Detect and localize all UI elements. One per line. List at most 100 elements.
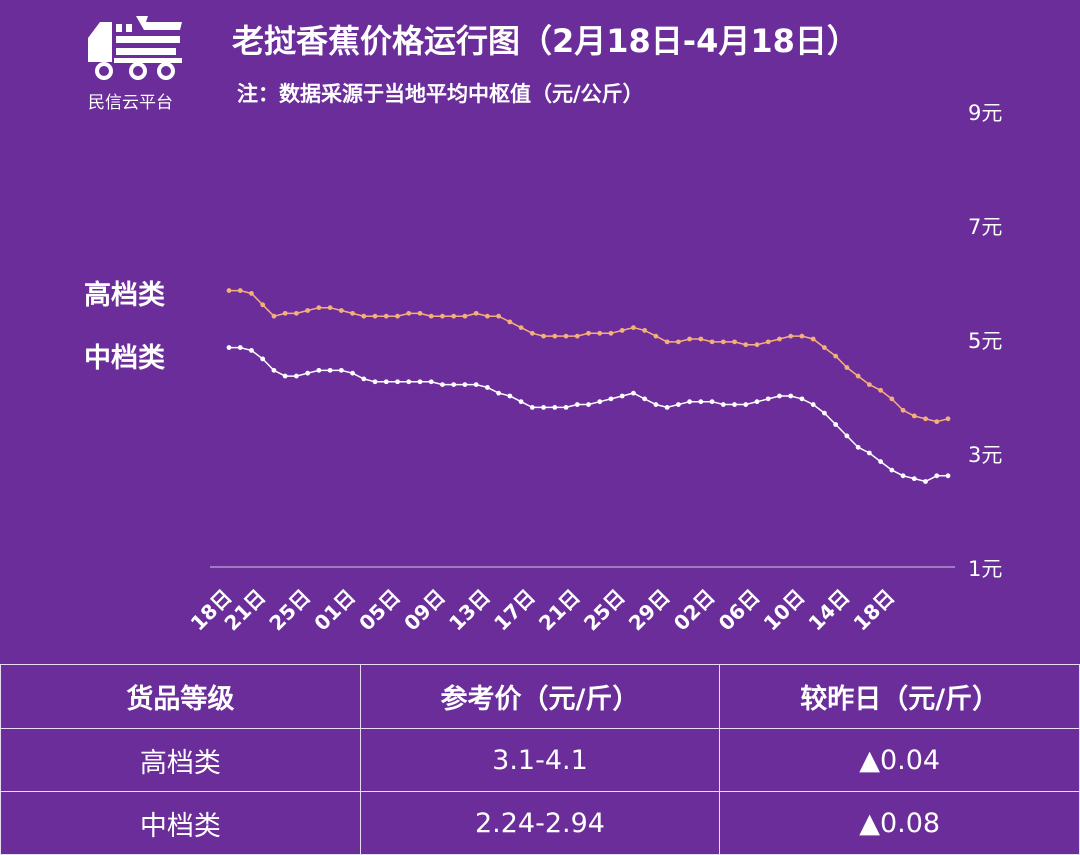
data-point-high	[586, 330, 591, 336]
x-tick-label: 17日	[489, 585, 540, 636]
x-tick-label: 13日	[444, 585, 495, 636]
data-point-high	[574, 333, 580, 339]
data-point-mid	[799, 396, 805, 402]
header-change: 较昨日（元/斤）	[719, 664, 1080, 729]
data-point-high	[844, 365, 850, 370]
data-point-mid	[316, 367, 322, 373]
series-label-high: 高档类	[84, 280, 165, 311]
data-point-high	[889, 396, 895, 402]
data-point-mid	[923, 479, 928, 484]
grade-cell: 高档类	[0, 728, 361, 792]
data-point-mid	[822, 410, 827, 416]
data-point-high	[855, 373, 861, 379]
data-point-mid	[484, 385, 490, 390]
header-price: 参考价（元/斤）	[359, 664, 721, 729]
data-point-high	[900, 407, 906, 413]
data-point-high	[327, 305, 333, 311]
truck-logo-icon	[88, 16, 182, 80]
data-point-mid	[597, 399, 603, 405]
data-point-mid	[541, 405, 546, 410]
x-tick-label: 01日	[309, 585, 360, 636]
data-point-high	[597, 330, 603, 336]
data-point-mid	[518, 399, 524, 405]
data-point-high	[226, 288, 232, 293]
data-point-mid	[574, 402, 580, 407]
data-point-mid	[619, 393, 625, 399]
logo-text: 民信云平台	[88, 93, 173, 113]
x-tick-label: 09日	[399, 585, 450, 636]
data-point-mid	[664, 405, 670, 410]
data-point-mid	[844, 433, 850, 439]
data-point-high	[484, 313, 490, 319]
series-line-high	[229, 289, 949, 423]
data-point-mid	[552, 405, 558, 410]
data-point-mid	[900, 473, 906, 479]
data-point-mid	[507, 393, 513, 399]
data-point-mid	[608, 396, 614, 402]
table-header-row: 货品等级 参考价（元/斤） 较昨日（元/斤）	[0, 664, 1080, 729]
data-source-note: 注：数据采源于当地平均中枢值（元/公斤）	[237, 82, 644, 106]
data-point-mid	[237, 345, 243, 350]
data-point-high	[698, 336, 704, 342]
data-point-mid	[698, 399, 704, 405]
data-point-high	[878, 387, 883, 393]
data-point-high	[282, 310, 288, 316]
header-grade: 货品等级	[0, 664, 361, 729]
data-point-mid	[372, 379, 378, 385]
data-point-high	[271, 313, 277, 319]
data-point-mid	[866, 450, 872, 456]
data-point-high	[294, 310, 299, 316]
data-point-high	[428, 313, 434, 319]
x-tick-label: 10日	[759, 585, 810, 636]
data-point-mid	[878, 459, 883, 464]
data-point-mid	[350, 370, 355, 376]
data-point-high	[619, 328, 625, 333]
price-table: 货品等级 参考价（元/斤） 较昨日（元/斤） 高档类 3.1-4.1 ▲0.04…	[0, 664, 1080, 855]
data-point-high	[810, 336, 816, 342]
price-line-chart: 1元3元5元7元9元18日21日25日01日05日09日13日17日21日25日…	[186, 101, 1003, 636]
logo: 民信云平台	[86, 10, 196, 113]
data-point-high	[406, 310, 412, 316]
data-point-high	[675, 339, 681, 345]
price-cell: 2.24-2.94	[359, 791, 721, 855]
y-tick-label: 3元	[968, 443, 1002, 467]
data-point-high	[799, 333, 805, 339]
data-point-mid	[338, 367, 344, 373]
change-cell: ▲0.04	[719, 728, 1080, 792]
x-tick-label: 18日	[849, 585, 900, 636]
x-tick-label: 06日	[714, 585, 765, 636]
data-point-mid	[810, 402, 816, 407]
data-point-high	[552, 333, 558, 339]
data-point-high	[249, 291, 254, 296]
price-cell: 3.1-4.1	[359, 728, 721, 792]
data-point-high	[754, 342, 760, 348]
data-point-mid	[271, 367, 277, 373]
data-point-mid	[642, 396, 648, 402]
data-point-high	[732, 339, 737, 345]
data-point-high	[338, 308, 344, 313]
data-point-mid	[249, 348, 254, 353]
x-tick-label: 21日	[534, 585, 585, 636]
data-point-mid	[406, 379, 412, 385]
data-point-mid	[709, 399, 715, 405]
table-row: 中档类 2.24-2.94 ▲0.08	[0, 791, 1080, 855]
data-point-high	[237, 288, 243, 293]
data-point-high	[383, 313, 389, 319]
x-tick-label: 29日	[624, 585, 675, 636]
data-point-mid	[631, 390, 636, 396]
data-point-mid	[720, 402, 726, 407]
data-point-mid	[282, 373, 288, 379]
grade-cell: 中档类	[0, 791, 361, 855]
data-point-high	[417, 310, 423, 316]
data-point-mid	[855, 444, 861, 450]
data-point-mid	[586, 402, 591, 407]
data-point-high	[642, 328, 648, 333]
x-tick-label: 25日	[264, 585, 315, 636]
data-point-high	[440, 313, 445, 319]
data-point-high	[316, 305, 322, 311]
data-point-high	[496, 313, 502, 319]
data-point-high	[507, 319, 513, 325]
data-point-high	[563, 333, 569, 339]
data-point-high	[395, 313, 400, 319]
data-point-high	[653, 333, 659, 339]
